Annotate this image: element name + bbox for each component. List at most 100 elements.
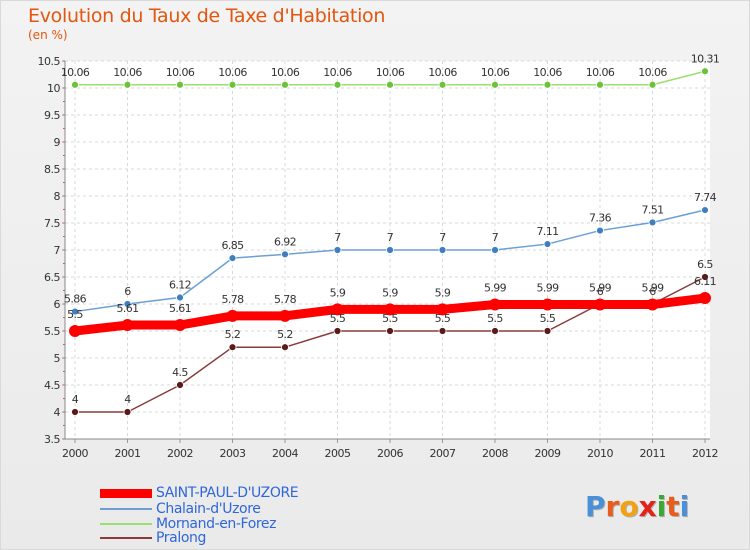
data-point bbox=[279, 309, 291, 322]
data-label: 4.5 bbox=[172, 366, 188, 379]
x-tick-label: 2006 bbox=[377, 447, 403, 460]
x-tick-label: 2011 bbox=[640, 447, 666, 460]
data-label: 5.5 bbox=[435, 312, 451, 325]
x-tick-label: 2002 bbox=[167, 447, 193, 460]
legend-label: Mornand-en-Forez bbox=[156, 516, 277, 532]
data-point bbox=[281, 80, 289, 89]
data-point bbox=[436, 303, 449, 316]
data-label: 5.2 bbox=[225, 328, 241, 341]
data-label: 5.5 bbox=[487, 312, 503, 325]
data-label: 10.06 bbox=[113, 66, 142, 79]
legend-item-chalain: Chalain-d'Uzore bbox=[100, 501, 261, 517]
chart-title: Evolution du Taux de Taxe d'Habitation bbox=[28, 5, 386, 27]
data-point bbox=[596, 226, 604, 235]
data-label: 10.06 bbox=[376, 66, 405, 79]
data-point bbox=[438, 246, 447, 254]
data-point bbox=[228, 80, 237, 89]
data-point bbox=[648, 218, 657, 227]
x-tick-label: 2012 bbox=[692, 447, 718, 460]
y-tick-label: 10.5 bbox=[38, 55, 61, 68]
data-point bbox=[123, 300, 132, 308]
data-point bbox=[491, 80, 499, 89]
x-tick-label: 2009 bbox=[535, 447, 561, 460]
legend-swatch-saint-paul bbox=[100, 488, 152, 498]
data-label: 10.06 bbox=[218, 66, 247, 79]
data-label: 5.99 bbox=[589, 282, 612, 295]
data-label: 5.5 bbox=[382, 312, 398, 325]
data-label: 5.9 bbox=[382, 286, 398, 299]
data-label: 6.12 bbox=[169, 279, 191, 292]
data-label: 5.86 bbox=[64, 293, 87, 306]
data-point bbox=[384, 303, 396, 316]
data-point bbox=[228, 254, 237, 263]
data-label: 5.2 bbox=[277, 328, 293, 341]
chart-subtitle: (en %) bbox=[28, 28, 68, 42]
data-label: 7.36 bbox=[589, 212, 612, 225]
x-tick-label: 2007 bbox=[430, 447, 456, 460]
data-point bbox=[438, 80, 447, 89]
legend-item-mornand: Mornand-en-Forez bbox=[100, 517, 276, 531]
y-tick-label: 8 bbox=[54, 190, 61, 203]
legend-item-pralong: Pralong bbox=[100, 531, 206, 545]
y-tick-label: 5.5 bbox=[44, 325, 60, 338]
y-tick-label: 6 bbox=[54, 298, 61, 311]
data-label: 5.61 bbox=[116, 302, 138, 315]
data-point bbox=[543, 80, 552, 89]
data-point bbox=[648, 80, 657, 89]
data-point bbox=[176, 80, 184, 89]
data-point bbox=[281, 250, 289, 259]
data-point bbox=[333, 246, 342, 254]
data-label: 5.78 bbox=[221, 293, 244, 306]
data-label: 10.06 bbox=[166, 66, 195, 79]
data-label: 10.06 bbox=[533, 66, 562, 79]
data-point bbox=[646, 298, 659, 311]
data-point bbox=[491, 246, 499, 254]
data-point bbox=[71, 80, 79, 89]
data-label: 6.5 bbox=[697, 258, 713, 271]
data-label: 7.51 bbox=[641, 203, 663, 216]
data-point bbox=[176, 381, 184, 389]
data-point bbox=[226, 309, 239, 322]
proxiti-logo: Proxiti bbox=[585, 490, 690, 523]
data-label: 10.06 bbox=[481, 66, 510, 79]
data-point bbox=[701, 273, 709, 281]
data-point bbox=[331, 303, 344, 316]
data-point bbox=[438, 327, 447, 335]
data-point bbox=[333, 327, 342, 335]
data-label: 5.5 bbox=[540, 312, 556, 325]
x-tick-label: 2003 bbox=[220, 447, 246, 460]
data-label: 10.06 bbox=[271, 66, 300, 79]
data-label: 5.9 bbox=[330, 286, 346, 299]
data-label: 10.06 bbox=[61, 66, 90, 79]
y-tick-label: 5 bbox=[54, 352, 61, 365]
legend-swatch-pralong bbox=[100, 537, 152, 539]
data-label: 6 bbox=[649, 285, 656, 298]
data-label: 10.06 bbox=[428, 66, 457, 79]
legend-label: Chalain-d'Uzore bbox=[156, 501, 261, 517]
x-tick-label: 2001 bbox=[115, 447, 141, 460]
data-label: 5.61 bbox=[169, 302, 191, 315]
data-point bbox=[489, 298, 501, 311]
data-label: 5.99 bbox=[641, 282, 664, 295]
data-label: 6.11 bbox=[694, 275, 716, 288]
data-point bbox=[699, 292, 711, 305]
data-label: 7 bbox=[334, 231, 341, 244]
data-point bbox=[121, 319, 134, 332]
data-point bbox=[123, 408, 132, 416]
legend-swatch-mornand bbox=[100, 523, 152, 525]
data-point bbox=[701, 67, 709, 76]
x-tick-label: 2010 bbox=[587, 447, 613, 460]
data-label: 5.9 bbox=[435, 286, 451, 299]
x-tick-label: 2000 bbox=[62, 447, 88, 460]
y-tick-label: 9.5 bbox=[44, 109, 60, 122]
y-tick-label: 8.5 bbox=[44, 163, 60, 176]
data-label: 7.74 bbox=[694, 191, 717, 204]
data-label: 10.31 bbox=[691, 52, 720, 65]
y-tick-label: 3.5 bbox=[44, 433, 60, 446]
x-tick-label: 2004 bbox=[272, 447, 298, 460]
data-label: 5.5 bbox=[67, 308, 83, 321]
data-point bbox=[386, 246, 394, 254]
x-tick-label: 2005 bbox=[325, 447, 351, 460]
y-tick-label: 10 bbox=[47, 82, 60, 95]
